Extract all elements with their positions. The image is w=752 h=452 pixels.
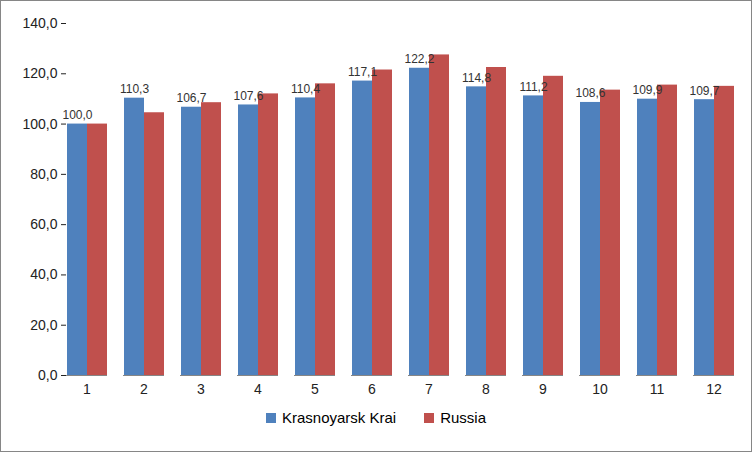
svg-text:114,8: 114,8 — [462, 71, 491, 85]
svg-text:11: 11 — [650, 381, 665, 397]
svg-text:80,0: 80,0 — [30, 166, 57, 182]
svg-text:7: 7 — [425, 381, 433, 397]
svg-text:108,6: 108,6 — [575, 86, 605, 100]
svg-text:117,1: 117,1 — [348, 65, 377, 79]
svg-text:100,0: 100,0 — [22, 116, 57, 132]
svg-text:106,7: 106,7 — [176, 91, 206, 105]
svg-text:0,0: 0,0 — [38, 367, 58, 383]
svg-text:10: 10 — [592, 381, 608, 397]
svg-text:9: 9 — [539, 381, 547, 397]
svg-text:2: 2 — [140, 381, 148, 397]
html-text:Krasnoyarsk Krai: Krasnoyarsk Krai — [282, 409, 397, 426]
svg-text:40,0: 40,0 — [30, 266, 57, 282]
svg-text:8: 8 — [482, 381, 490, 397]
svg-text:12: 12 — [706, 381, 722, 397]
svg-text:109,7: 109,7 — [689, 84, 719, 98]
svg-text:3: 3 — [197, 381, 205, 397]
svg-text:4: 4 — [254, 381, 262, 397]
svg-text:5: 5 — [311, 381, 319, 397]
svg-text:6: 6 — [368, 381, 376, 397]
svg-text:107,6: 107,6 — [233, 89, 263, 103]
svg-text:109,9: 109,9 — [632, 83, 662, 97]
svg-text:110,4: 110,4 — [291, 82, 320, 96]
svg-text:122,2: 122,2 — [404, 52, 434, 66]
svg-text:1: 1 — [83, 381, 91, 397]
svg-text:140,0: 140,0 — [22, 15, 57, 31]
svg-text:60,0: 60,0 — [30, 216, 57, 232]
svg-text:110,3: 110,3 — [120, 82, 149, 96]
svg-text:120,0: 120,0 — [22, 65, 57, 81]
svg-text:100,0: 100,0 — [62, 108, 92, 122]
svg-text:20,0: 20,0 — [30, 317, 57, 333]
svg-text:111,2: 111,2 — [519, 80, 548, 94]
html-text:Russia: Russia — [440, 409, 486, 426]
